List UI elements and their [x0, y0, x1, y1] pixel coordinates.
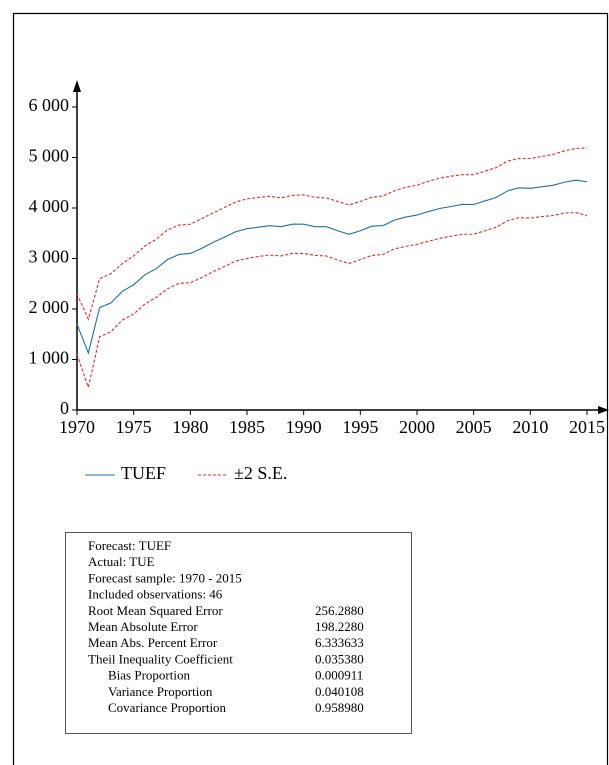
y-tick-label: 1 000 — [29, 348, 70, 368]
stats-value: 0.040108 — [315, 684, 364, 699]
stats-value: 0.035380 — [315, 651, 364, 666]
stats-value: 256.2880 — [315, 603, 364, 618]
stats-label: Covariance Proportion — [108, 700, 227, 715]
x-tick-label: 1980 — [172, 417, 208, 437]
stats-label: Root Mean Squared Error — [88, 603, 223, 618]
stats-line: Forecast sample: 1970 - 2015 — [88, 570, 242, 585]
x-tick-label: 2010 — [512, 417, 548, 437]
x-tick-label: 2015 — [569, 417, 605, 437]
stats-line: Forecast: TUEF — [88, 538, 171, 553]
stats-label: Mean Abs. Percent Error — [88, 635, 218, 650]
stats-line: Actual: TUE — [88, 554, 155, 569]
y-tick-label: 2 000 — [29, 297, 70, 317]
x-axis-arrow — [598, 406, 609, 414]
x-tick-label: 1985 — [229, 417, 265, 437]
y-tick-label: 0 — [60, 398, 69, 418]
legend-label: ±2 S.E. — [234, 463, 287, 483]
stats-value: 0.000911 — [315, 668, 363, 683]
y-tick-label: 3 000 — [29, 247, 70, 267]
frame — [12, 12, 609, 765]
x-tick-label: 1995 — [342, 417, 378, 437]
stats-value: 6.333633 — [315, 635, 364, 650]
y-tick-label: 6 000 — [29, 95, 70, 115]
forecast-line — [76, 179, 588, 355]
y-tick-label: 4 000 — [29, 196, 70, 216]
x-tick-label: 2000 — [399, 417, 435, 437]
x-tick-label: 1990 — [286, 417, 322, 437]
x-tick-label: 1970 — [59, 417, 95, 437]
y-tick-label: 5 000 — [29, 146, 70, 166]
stats-value: 0.958980 — [315, 700, 364, 715]
legend-label: TUEF — [121, 463, 166, 483]
upper-band-line — [76, 147, 588, 321]
stats-value: 198.2280 — [315, 619, 364, 634]
stats-line: Included observations: 46 — [88, 587, 223, 602]
stats-label: Mean Absolute Error — [88, 619, 198, 634]
stats-label: Bias Proportion — [108, 668, 190, 683]
x-tick-label: 2005 — [456, 417, 492, 437]
y-axis-arrow — [73, 80, 81, 92]
stats-box — [65, 532, 412, 734]
lower-band-line — [76, 211, 588, 390]
stats-label: Theil Inequality Coefficient — [88, 651, 233, 666]
x-tick-label: 1975 — [116, 417, 152, 437]
stats-label: Variance Proportion — [108, 684, 213, 699]
